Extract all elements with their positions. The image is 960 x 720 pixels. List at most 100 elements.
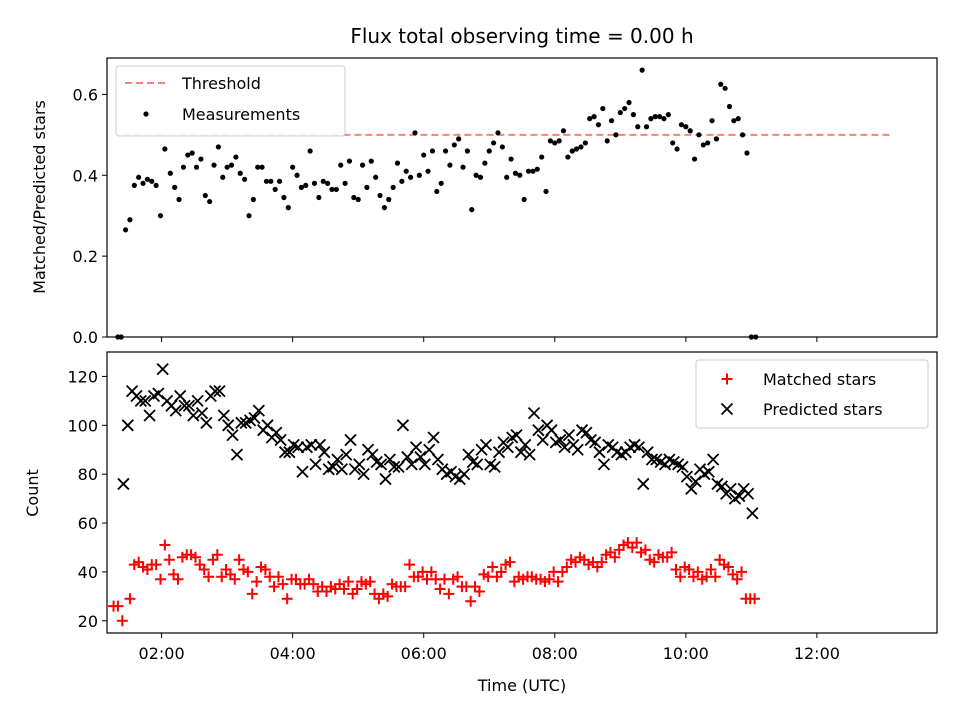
bottom-predicted-layer [117, 362, 759, 520]
matched-star-point [552, 576, 564, 588]
measurement-point [220, 174, 226, 180]
predicted-star-point [706, 453, 720, 466]
matched-star-point [709, 571, 721, 583]
predicted-star-point [702, 465, 715, 478]
measurement-point [172, 184, 178, 190]
matched-star-point [596, 556, 608, 568]
matched-star-point [198, 563, 210, 575]
measurement-point [565, 154, 571, 160]
measurement-point [416, 172, 422, 178]
matched-star-point [648, 556, 660, 568]
matched-star-point [495, 566, 507, 578]
matched-star-point [211, 549, 223, 561]
predicted-star-point [261, 419, 274, 432]
measurement-point [643, 124, 650, 130]
matched-star-point [692, 566, 704, 578]
matched-star-point [251, 576, 263, 588]
matched-star-point [561, 561, 573, 573]
measurement-point [608, 118, 615, 124]
measurement-point [259, 164, 265, 170]
matched-star-point [342, 576, 354, 588]
predicted-star-point [187, 409, 200, 422]
x-axis-label: Time (UTC) [477, 676, 566, 695]
matched-star-point [434, 583, 446, 595]
measurement-point [648, 116, 654, 122]
top-axes-frame [106, 57, 938, 338]
predicted-star-point [217, 409, 230, 422]
matched-star-point [543, 573, 555, 585]
measurement-point [477, 174, 484, 180]
measurement-point [587, 116, 593, 122]
matched-star-point [666, 546, 678, 558]
predicted-star-point [174, 389, 187, 403]
predicted-star-point [156, 362, 169, 376]
measurement-point [185, 152, 191, 158]
matched-star-point [189, 551, 201, 563]
predicted-star-point [283, 446, 296, 459]
measurement-point [224, 164, 230, 170]
measurement-point [215, 144, 221, 150]
x-tick-label: 08:00 [532, 644, 578, 663]
measurement-point [622, 105, 628, 112]
matched-star-point [150, 559, 162, 571]
predicted-star-point [527, 406, 541, 420]
predicted-star-point [685, 482, 698, 495]
matched-star-point [338, 583, 350, 595]
predicted-star-point [366, 448, 379, 461]
matched-star-point [268, 581, 280, 593]
predicted-star-point [388, 460, 401, 473]
measurement-point [403, 168, 409, 174]
measurement-point [198, 156, 204, 162]
matched-star-point [504, 556, 516, 568]
measurement-point [486, 148, 492, 154]
measurement-point [359, 162, 366, 168]
predicted-star-point [235, 416, 248, 429]
predicted-star-point [676, 460, 689, 473]
predicted-star-point [344, 433, 357, 447]
predicted-star-point [139, 394, 152, 408]
x-tick-label: 10:00 [663, 644, 709, 663]
predicted-star-point [479, 438, 493, 451]
measurement-point [189, 150, 195, 156]
predicted-star-point [409, 441, 423, 454]
measurement-point [726, 103, 733, 110]
x-tick-label: 04:00 [270, 644, 316, 663]
measurement-point [272, 186, 278, 193]
matched-star-point [281, 593, 293, 605]
measurement-point [582, 140, 588, 146]
matched-star-point [229, 573, 241, 585]
top-y-ticks: 0.0 0.2 0.4 0.6 [73, 85, 107, 347]
measurement-point [517, 172, 523, 178]
bottom-y-tick-label: 80 [78, 465, 98, 484]
measurement-point [263, 178, 270, 184]
matched-star-point [382, 590, 394, 602]
measurement-point [569, 148, 575, 154]
predicted-star-point [632, 441, 645, 454]
measurement-point [456, 136, 462, 142]
measurement-point [320, 178, 326, 184]
predicted-star-point [418, 458, 431, 471]
measurement-point [180, 164, 187, 170]
matched-star-point [731, 573, 743, 585]
predicted-star-point [514, 446, 528, 459]
measurement-point [311, 180, 318, 186]
legend-measurements-label: Measurements [182, 105, 300, 124]
predicted-star-point [143, 409, 156, 422]
measurement-point [355, 196, 361, 203]
matched-star-point [425, 566, 437, 578]
predicted-star-point [523, 448, 536, 461]
measurement-point [193, 164, 200, 170]
matched-star-point [112, 600, 124, 612]
measurement-point [298, 184, 304, 190]
measurement-point [469, 207, 475, 213]
chart-title: Flux total observing time = 0.00 h [350, 24, 693, 48]
measurement-point [228, 162, 235, 168]
predicted-star-point [554, 433, 567, 447]
predicted-star-point [488, 460, 501, 473]
predicted-star-point [357, 468, 370, 481]
measurement-point [722, 85, 728, 91]
predicted-star-point [562, 428, 576, 442]
measurement-point [144, 176, 151, 182]
predicted-star-point [230, 448, 244, 461]
predicted-star-point [313, 438, 327, 451]
